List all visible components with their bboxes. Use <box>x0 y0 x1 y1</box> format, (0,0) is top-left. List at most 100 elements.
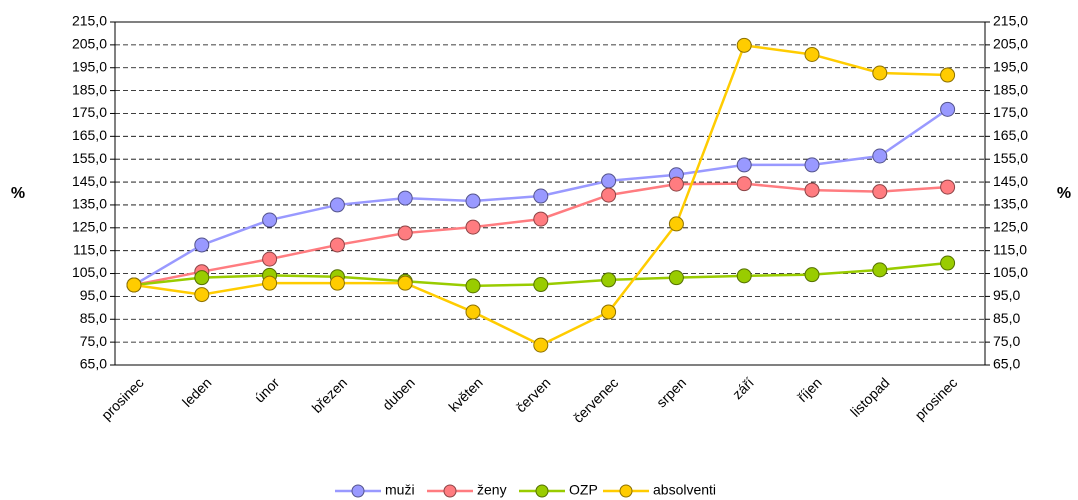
point <box>329 197 345 213</box>
legend-item: OZP <box>519 482 598 498</box>
point <box>126 277 142 293</box>
point <box>940 101 956 117</box>
point <box>872 262 888 278</box>
x-tick-label: duben <box>379 374 418 413</box>
legend-label: absolventi <box>653 482 716 498</box>
y2-tick-label: 105,0 <box>993 264 1028 280</box>
x-tick-label: prosinec <box>98 374 147 423</box>
y2-tick-label: 155,0 <box>993 150 1028 166</box>
point <box>668 176 684 192</box>
legend-marker <box>535 484 549 498</box>
legend-marker <box>351 484 365 498</box>
x-tick-label: srpen <box>653 374 689 410</box>
y2-tick-label: 85,0 <box>993 310 1020 326</box>
y2-tick-label: 175,0 <box>993 104 1028 120</box>
x-tick-label: prosinec <box>912 374 961 423</box>
x-tick-label: únor <box>251 374 282 405</box>
point <box>872 184 888 200</box>
point <box>465 219 481 235</box>
y2-tick-label: 215,0 <box>993 13 1028 29</box>
y-tick-label: 185,0 <box>72 81 107 97</box>
legend-item: absolventi <box>603 482 716 498</box>
y-tick-label: 125,0 <box>72 219 107 235</box>
y2-tick-label: 165,0 <box>993 127 1028 143</box>
legend-label: OZP <box>569 482 598 498</box>
x-tick-label: říjen <box>794 374 825 405</box>
y2-tick-label: 205,0 <box>993 36 1028 52</box>
x-tick-label: září <box>729 374 757 402</box>
y2-tick-label: 65,0 <box>993 356 1020 372</box>
y2-tick-label: 75,0 <box>993 333 1020 349</box>
point <box>533 277 549 293</box>
point <box>329 237 345 253</box>
y-tick-label: 195,0 <box>72 58 107 74</box>
point <box>601 187 617 203</box>
legend-item: ženy <box>427 482 507 498</box>
point <box>804 157 820 173</box>
legend-label: ženy <box>477 482 507 498</box>
point <box>194 237 210 253</box>
y2-tick-label: 135,0 <box>993 196 1028 212</box>
point <box>668 216 684 232</box>
point <box>736 176 752 192</box>
point <box>736 268 752 284</box>
x-tick-label: březen <box>309 374 351 416</box>
y-tick-label: 65,0 <box>80 356 107 372</box>
point <box>397 225 413 241</box>
x-tick-label: květen <box>445 374 485 414</box>
point <box>940 179 956 195</box>
y-tick-label: 75,0 <box>80 333 107 349</box>
point <box>465 193 481 209</box>
y-tick-label: 135,0 <box>72 196 107 212</box>
x-tick-label: leden <box>179 374 215 410</box>
y2-tick-label: 195,0 <box>993 58 1028 74</box>
legend-item: muži <box>335 482 415 498</box>
y2-tick-label: 125,0 <box>993 219 1028 235</box>
y-tick-label: 85,0 <box>80 310 107 326</box>
y-tick-label: 115,0 <box>73 241 107 257</box>
point <box>601 173 617 189</box>
point <box>262 212 278 228</box>
point <box>736 157 752 173</box>
point <box>397 275 413 291</box>
y2-axis-label: % <box>1057 185 1071 202</box>
point <box>262 275 278 291</box>
point <box>601 272 617 288</box>
point <box>940 67 956 83</box>
x-tick-label: listopad <box>847 374 892 419</box>
point <box>533 337 549 353</box>
point <box>397 190 413 206</box>
point <box>262 251 278 267</box>
x-tick-label: červen <box>513 374 554 415</box>
legend-marker <box>443 484 457 498</box>
point <box>194 287 210 303</box>
point <box>940 255 956 271</box>
point <box>194 270 210 286</box>
legend-label: muži <box>385 482 415 498</box>
y-tick-label: 155,0 <box>72 150 107 166</box>
point <box>804 46 820 62</box>
y-axis-label: % <box>11 185 25 202</box>
point <box>465 304 481 320</box>
y-tick-label: 145,0 <box>72 173 107 189</box>
y-tick-label: 165,0 <box>72 127 107 143</box>
y-tick-label: 205,0 <box>72 36 107 52</box>
point <box>329 275 345 291</box>
point <box>804 182 820 198</box>
point <box>668 270 684 286</box>
legend-marker <box>619 484 633 498</box>
point <box>465 278 481 294</box>
point <box>804 267 820 283</box>
y2-tick-label: 185,0 <box>993 81 1028 97</box>
point <box>533 211 549 227</box>
y-tick-label: 215,0 <box>72 13 107 29</box>
point <box>736 37 752 53</box>
y-tick-label: 95,0 <box>80 287 107 303</box>
x-tick-label: červenec <box>570 374 621 425</box>
y2-tick-label: 95,0 <box>993 287 1020 303</box>
y-tick-label: 175,0 <box>72 104 107 120</box>
point <box>872 148 888 164</box>
plot-frame <box>114 21 986 366</box>
point <box>872 65 888 81</box>
y-tick-label: 105,0 <box>72 264 107 280</box>
